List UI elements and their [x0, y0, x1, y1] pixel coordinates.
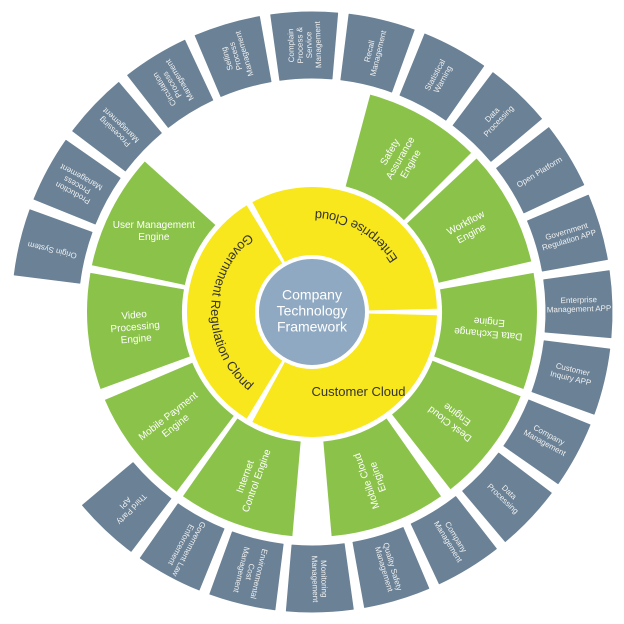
svg-text:Engine: Engine: [138, 232, 170, 243]
svg-text:Video: Video: [121, 309, 148, 322]
svg-text:Framework: Framework: [277, 319, 348, 335]
svg-text:Management: Management: [310, 556, 320, 604]
svg-text:Company: Company: [282, 287, 342, 303]
svg-text:Management APP: Management APP: [547, 304, 612, 315]
svg-text:User Management: User Management: [113, 220, 195, 231]
svg-text:Customer Cloud: Customer Cloud: [312, 384, 406, 399]
svg-text:Management: Management: [313, 21, 323, 69]
svg-text:Technology: Technology: [277, 303, 348, 319]
center-label: CompanyTechnologyFramework: [277, 287, 348, 335]
